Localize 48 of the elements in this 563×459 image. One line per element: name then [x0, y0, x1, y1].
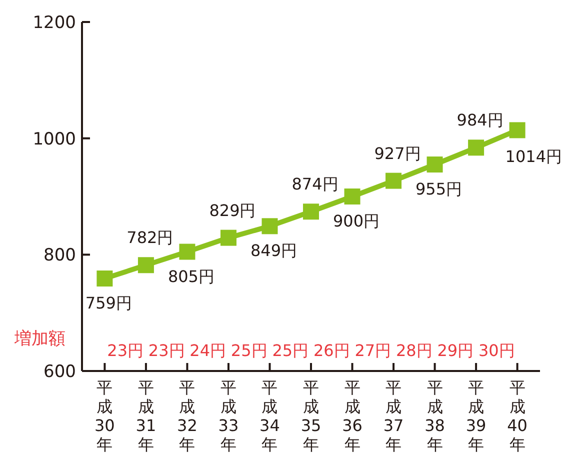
- x-tick-label: 平成34年: [260, 378, 280, 454]
- point: [220, 230, 236, 246]
- data-label: 849円: [250, 241, 298, 260]
- data-label: 900円: [332, 212, 380, 230]
- x-tick-label: 平成38年: [424, 378, 445, 454]
- point: [344, 188, 360, 204]
- y-tick-label: 1000: [32, 129, 76, 150]
- point: [262, 218, 278, 234]
- x-tick-label: 平成36年: [342, 378, 362, 454]
- point: [96, 270, 113, 287]
- x-tick-label: 平成40年: [507, 378, 528, 454]
- x-tick-label: 平成33年: [218, 378, 239, 454]
- point: [303, 204, 319, 220]
- y-tick-label: 600: [44, 362, 76, 382]
- annotation: 25円: [230, 341, 268, 360]
- point: [468, 140, 484, 156]
- data-label: 1014円: [505, 147, 562, 166]
- data-label: 874円: [292, 174, 338, 194]
- data-label: 927円: [374, 144, 421, 163]
- annotation: 29円: [437, 341, 474, 360]
- point: [426, 156, 443, 173]
- annotation: 27円: [354, 341, 392, 360]
- text: 増加額: [14, 329, 66, 349]
- y-tick-label: 800: [44, 246, 76, 266]
- x-tick-label: 平成39年: [466, 378, 486, 454]
- data-label: 805円: [168, 266, 214, 286]
- point: [179, 244, 196, 260]
- data-label: 984円: [456, 110, 504, 130]
- annotation: 23円: [148, 341, 185, 360]
- x-tick-label: 平成31年: [136, 378, 156, 454]
- data-label: 759円: [85, 294, 132, 313]
- data-label: 955円: [416, 180, 462, 199]
- annotation: 30円: [478, 341, 515, 360]
- data-label: 829円: [209, 200, 256, 220]
- y-tick-label: 1200: [32, 13, 76, 33]
- annotation: 28円: [396, 341, 432, 360]
- annotation: 26円: [313, 341, 350, 360]
- x-tick-label: 平成32年: [177, 378, 198, 454]
- data-label: 782円: [126, 228, 174, 248]
- annotation: 25円: [272, 341, 309, 360]
- point: [138, 257, 154, 274]
- annotation: 24円: [190, 341, 226, 360]
- point: [509, 122, 526, 138]
- point: [386, 172, 402, 189]
- annotation: 23円: [107, 341, 144, 360]
- x-tick-label: 平成37年: [383, 378, 404, 454]
- x-tick-label: 平成30年: [94, 378, 115, 454]
- x-tick-label: 平成35年: [300, 378, 322, 454]
